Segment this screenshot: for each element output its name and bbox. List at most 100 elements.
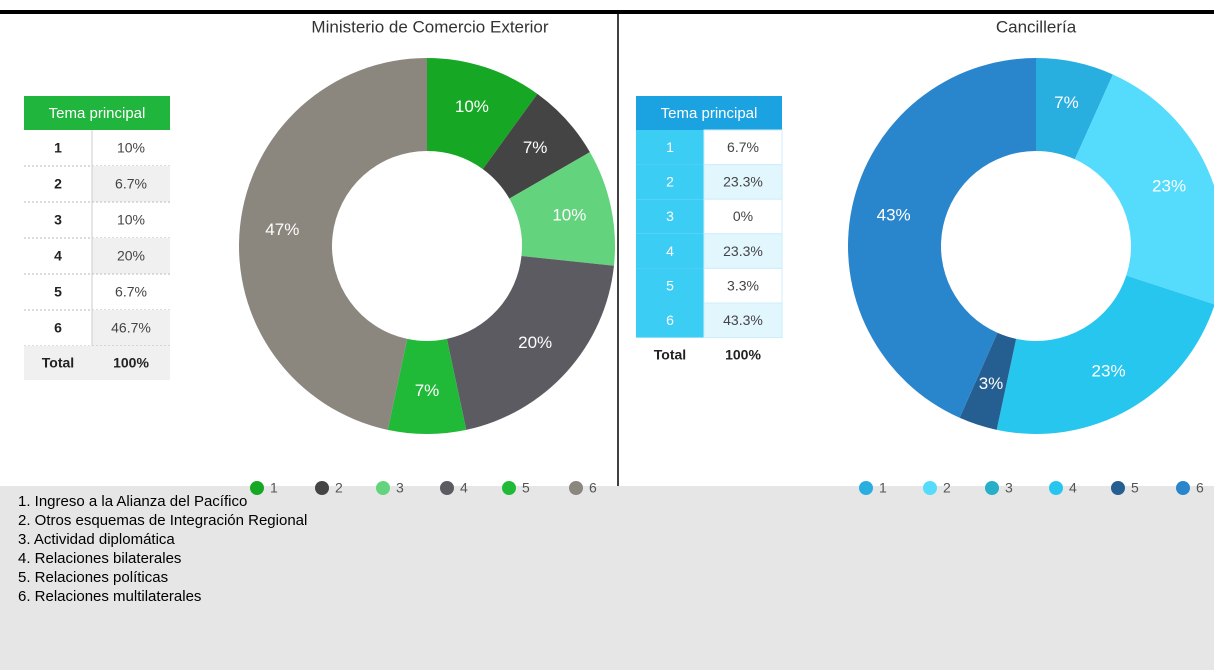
slice-label: 43% bbox=[877, 205, 911, 224]
table-header-bg bbox=[636, 96, 782, 130]
slice-label: 3% bbox=[979, 374, 1004, 393]
notes-box bbox=[0, 486, 1214, 670]
cell: 3 bbox=[54, 212, 62, 228]
slice bbox=[1036, 58, 1113, 160]
cell: 43.3% bbox=[723, 312, 763, 328]
cell-bg bbox=[92, 166, 170, 202]
legend-label: 2 bbox=[335, 480, 343, 496]
legend-label: 4 bbox=[460, 480, 468, 496]
top-rule bbox=[0, 10, 1214, 14]
legend-label: 3 bbox=[1005, 480, 1013, 496]
total-label: Total bbox=[42, 355, 74, 371]
table-header: Tema principal bbox=[661, 105, 758, 122]
legend-swatch bbox=[376, 481, 390, 495]
cell-bg bbox=[636, 268, 704, 303]
slice bbox=[996, 275, 1214, 434]
cell: 2 bbox=[54, 176, 62, 192]
cell: 23.3% bbox=[723, 243, 763, 259]
legend-label: 1 bbox=[270, 480, 278, 496]
cell: 6 bbox=[54, 320, 62, 336]
legend-label: 4 bbox=[1069, 480, 1077, 496]
slice-label: 10% bbox=[552, 205, 586, 224]
slice-label: 23% bbox=[1092, 362, 1126, 381]
slice-label: 20% bbox=[518, 333, 552, 352]
total-label: Total bbox=[654, 346, 686, 362]
total-value: 100% bbox=[725, 346, 761, 362]
table-header: Tema principal bbox=[49, 105, 146, 122]
cell: 10% bbox=[117, 212, 145, 228]
cell-bg bbox=[703, 267, 783, 304]
legend-swatch bbox=[569, 481, 583, 495]
total-bg bbox=[24, 346, 170, 380]
cell-bg bbox=[636, 164, 704, 200]
legend-label: 6 bbox=[589, 480, 597, 496]
legend-label: 2 bbox=[943, 480, 951, 496]
note: 4. Relaciones bilaterales bbox=[18, 550, 181, 567]
cell: 2 bbox=[666, 174, 674, 190]
cell: 3.3% bbox=[727, 277, 759, 293]
slice bbox=[427, 58, 538, 170]
cell: 4 bbox=[54, 248, 62, 264]
note: 5. Relaciones políticas bbox=[18, 569, 168, 586]
note: 6. Relaciones multilaterales bbox=[18, 588, 201, 605]
cell: 20% bbox=[117, 248, 145, 264]
cell-bg bbox=[636, 130, 704, 165]
cell: 6 bbox=[666, 312, 674, 328]
cell: 6.7% bbox=[115, 176, 147, 192]
chart-title: Cancillería bbox=[996, 17, 1077, 36]
cell: 46.7% bbox=[111, 320, 151, 336]
cell: 6.7% bbox=[115, 284, 147, 300]
cell: 3 bbox=[666, 208, 674, 224]
legend-swatch bbox=[859, 481, 873, 495]
legend-label: 5 bbox=[1131, 480, 1139, 496]
slice bbox=[847, 57, 1036, 418]
note: 1. Ingreso a la Alianza del Pacífico bbox=[18, 493, 247, 510]
cell-bg bbox=[92, 238, 170, 274]
slice bbox=[1074, 74, 1214, 305]
slice bbox=[509, 152, 615, 266]
cell: 5 bbox=[666, 277, 674, 293]
note: 2. Otros esquemas de Integración Regiona… bbox=[18, 512, 307, 529]
cell: 4 bbox=[666, 243, 674, 259]
cell-bg bbox=[92, 310, 170, 346]
legend-swatch bbox=[985, 481, 999, 495]
legend-swatch bbox=[1176, 481, 1190, 495]
legend-swatch bbox=[1049, 481, 1063, 495]
cell: 1 bbox=[666, 139, 674, 155]
cell-bg bbox=[703, 302, 783, 339]
cell: 6.7% bbox=[727, 139, 759, 155]
slice-label: 7% bbox=[523, 138, 548, 157]
legend-label: 5 bbox=[522, 480, 530, 496]
legend-label: 3 bbox=[396, 480, 404, 496]
legend-label: 6 bbox=[1196, 480, 1204, 496]
note: 3. Actividad diplomática bbox=[18, 531, 175, 548]
total-value: 100% bbox=[113, 355, 149, 371]
cell-bg bbox=[636, 303, 704, 338]
cell-bg bbox=[636, 233, 704, 269]
cell: 1 bbox=[54, 140, 62, 156]
cell: 10% bbox=[117, 140, 145, 156]
cell: 0% bbox=[733, 208, 753, 224]
legend-label: 1 bbox=[879, 480, 887, 496]
cell: 23.3% bbox=[723, 174, 763, 190]
legend-swatch bbox=[315, 481, 329, 495]
cell-bg bbox=[703, 164, 783, 200]
cell: 5 bbox=[54, 284, 62, 300]
slice bbox=[959, 332, 1017, 430]
legend-swatch bbox=[440, 481, 454, 495]
slice-label: 7% bbox=[1054, 93, 1079, 112]
slice bbox=[239, 58, 427, 430]
cell-bg bbox=[636, 199, 704, 234]
chart-title: Ministerio de Comercio Exterior bbox=[311, 17, 548, 36]
slice bbox=[482, 93, 590, 199]
slice bbox=[387, 338, 467, 435]
slice-label: 23% bbox=[1152, 177, 1186, 196]
slice-label: 47% bbox=[265, 220, 299, 239]
cell-bg bbox=[703, 233, 783, 269]
legend-swatch bbox=[1111, 481, 1125, 495]
slice-label: 10% bbox=[455, 97, 489, 116]
legend-swatch bbox=[923, 481, 937, 495]
legend-swatch bbox=[250, 481, 264, 495]
cell-bg bbox=[703, 198, 783, 235]
